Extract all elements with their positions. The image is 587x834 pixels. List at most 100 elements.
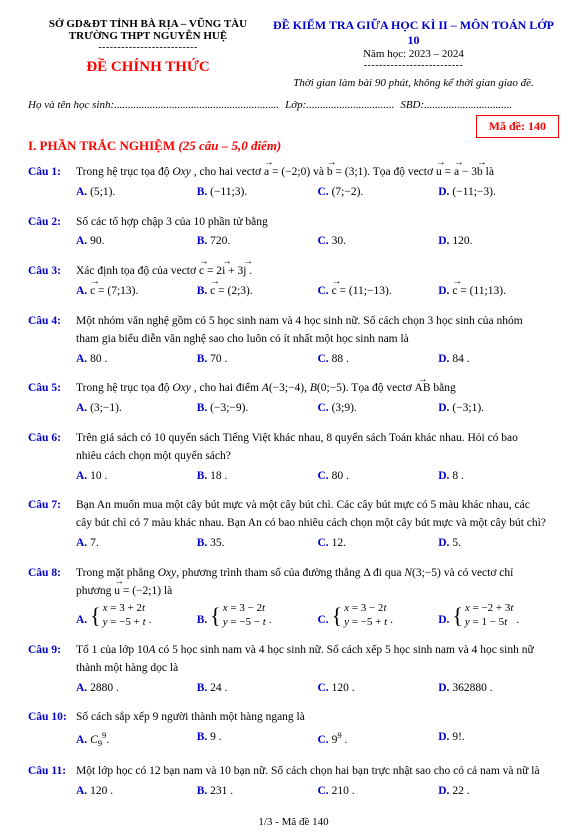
- question-text: Một nhóm văn nghệ gồm có 5 học sinh nam …: [76, 313, 546, 349]
- choice: A. 90.: [76, 233, 197, 251]
- exam-duration: Thời gian làm bài 90 phút, không kể thời…: [268, 77, 559, 89]
- question: Câu 5:Trong hệ trục tọa độ Oxy , cho hai…: [28, 380, 559, 418]
- choice: C. 120 .: [318, 680, 439, 698]
- choice: C. 99 .: [318, 729, 439, 750]
- choice: A. (5;1).: [76, 184, 197, 202]
- question-label: Câu 7:: [28, 497, 76, 515]
- question: Câu 6:Trên giá sách có 10 quyển sách Tiế…: [28, 430, 559, 485]
- question-label: Câu 10:: [28, 709, 76, 727]
- choice: D. (−11;−3).: [438, 184, 559, 202]
- choices-row: A. 2880 .B. 24 .C. 120 .D. 362880 .: [76, 680, 559, 698]
- choices-row: A. 120 .B. 231 .C. 210 .D. 22 .: [76, 783, 559, 801]
- choice: A. 120 .: [76, 783, 197, 801]
- question-text: Xác định tọa độ của vectơ c = 2i + 3j .: [76, 263, 546, 281]
- question: Câu 9:Tổ 1 của lớp 10A có 5 học sinh nam…: [28, 642, 559, 697]
- label-name: Họ và tên học sinh:: [28, 99, 114, 111]
- question-text: Tổ 1 của lớp 10A có 5 học sinh nam và 4 …: [76, 642, 546, 678]
- choice: D. 362880 .: [438, 680, 559, 698]
- choice: B. 35.: [197, 535, 318, 553]
- choice: D. 84 .: [438, 351, 559, 369]
- choice: C. c = (11;−13).: [318, 283, 439, 301]
- question: Câu 10:Số cách sắp xếp 9 người thành một…: [28, 709, 559, 750]
- page-footer: 1/3 - Mã đề 140: [0, 816, 587, 828]
- question: Câu 11:Một lớp học có 12 bạn nam và 10 b…: [28, 763, 559, 801]
- choice: D. 9!.: [438, 729, 559, 750]
- name-field: [114, 99, 279, 111]
- question-label: Câu 3:: [28, 263, 76, 281]
- choice: B. (−3;−9).: [197, 400, 318, 418]
- choices-row: A. 90.B. 720.C. 30.D. 120.: [76, 233, 559, 251]
- choices-row: A. C99.B. 9 .C. 99 .D. 9!.: [76, 729, 559, 750]
- choice: A. (3;−1).: [76, 400, 197, 418]
- choice: A. 80 .: [76, 351, 197, 369]
- header: SỞ GD&ĐT TỈNH BÀ RỊA – VŨNG TÀU TRƯỜNG T…: [28, 18, 559, 89]
- header-left-sep: --------------------------: [28, 42, 268, 53]
- choice: A. 2880 .: [76, 680, 197, 698]
- choice: D. 5.: [438, 535, 559, 553]
- choice: C. {x = 3 − 2ty = −5 + t .: [318, 602, 439, 630]
- question: Câu 8:Trong mặt phẳng Oxy, phương trình …: [28, 565, 559, 630]
- choice: D. (−3;1).: [438, 400, 559, 418]
- choice: D. {x = −2 + 3ty = 1 − 5t .: [438, 602, 559, 630]
- choice: C. 210 .: [318, 783, 439, 801]
- question-text: Trong hệ trục tọa độ Oxy , cho hai vectơ…: [76, 164, 546, 182]
- header-right: ĐỀ KIỂM TRA GIỮA HỌC KÌ II – MÔN TOÁN LỚ…: [268, 18, 559, 89]
- choice: A. c = (7;13).: [76, 283, 197, 301]
- choice: D. c = (11;13).: [438, 283, 559, 301]
- choice: B. 18 .: [197, 468, 318, 486]
- choices-row: A. (5;1).B. (−11;3).C. (7;−2).D. (−11;−3…: [76, 184, 559, 202]
- section-part: I. PHẦN TRẮC NGHIỆM: [28, 138, 175, 153]
- question-text: Trên giá sách có 10 quyển sách Tiếng Việ…: [76, 430, 546, 466]
- question-label: Câu 2:: [28, 214, 76, 232]
- question: Câu 7:Bạn An muốn mua một cây bút mực và…: [28, 497, 559, 552]
- choice: D. 8 .: [438, 468, 559, 486]
- choice: B. 70 .: [197, 351, 318, 369]
- section-title: I. PHẦN TRẮC NGHIỆM (25 câu – 5,0 điểm): [28, 138, 559, 154]
- choice: B. 231 .: [197, 783, 318, 801]
- question-label: Câu 11:: [28, 763, 76, 781]
- choice: B. 9 .: [197, 729, 318, 750]
- choice: B. {x = 3 − 2ty = −5 − t .: [197, 602, 318, 630]
- org-line2: TRƯỜNG THPT NGUYỄN HUỆ: [28, 30, 268, 42]
- student-info-row: Họ và tên học sinh: Lớp: SBD:: [28, 99, 559, 111]
- exam-year: Năm học: 2023 – 2024: [268, 48, 559, 60]
- choice: B. 24 .: [197, 680, 318, 698]
- question: Câu 1:Trong hệ trục tọa độ Oxy , cho hai…: [28, 164, 559, 202]
- choice: C. (7;−2).: [318, 184, 439, 202]
- header-right-sep: --------------------------: [268, 60, 559, 71]
- questions-container: Câu 1:Trong hệ trục tọa độ Oxy , cho hai…: [28, 164, 559, 800]
- choice: B. (−11;3).: [197, 184, 318, 202]
- choices-row: A. 80 .B. 70 .C. 88 .D. 84 .: [76, 351, 559, 369]
- choice: A. 10 .: [76, 468, 197, 486]
- choice: C. 88 .: [318, 351, 439, 369]
- choice: A. C99.: [76, 729, 197, 750]
- section-sub: (25 câu – 5,0 điểm): [178, 138, 281, 153]
- question-label: Câu 8:: [28, 565, 76, 583]
- choices-row: A. (3;−1).B. (−3;−9).C. (3;9).D. (−3;1).: [76, 400, 559, 418]
- sbd-field: [424, 99, 512, 111]
- question-text: Trong mặt phẳng Oxy, phương trình tham s…: [76, 565, 546, 601]
- class-field: [306, 99, 394, 111]
- choice: A. {x = 3 + 2ty = −5 + t .: [76, 602, 197, 630]
- label-class: Lớp:: [285, 99, 306, 111]
- choice: B. 720.: [197, 233, 318, 251]
- question-text: Số các tổ hợp chập 3 của 10 phần tử bằng: [76, 214, 546, 232]
- choice: C. 30.: [318, 233, 439, 251]
- exam-title: ĐỀ KIỂM TRA GIỮA HỌC KÌ II – MÔN TOÁN LỚ…: [268, 18, 559, 48]
- question-text: Số cách sắp xếp 9 người thành một hàng n…: [76, 709, 546, 727]
- choice: D. 120.: [438, 233, 559, 251]
- question-label: Câu 6:: [28, 430, 76, 448]
- question-text: Một lớp học có 12 bạn nam và 10 bạn nữ. …: [76, 763, 546, 781]
- choice: A. 7.: [76, 535, 197, 553]
- choice: C. (3;9).: [318, 400, 439, 418]
- choice: C. 12.: [318, 535, 439, 553]
- question-text: Trong hệ trục tọa độ Oxy , cho hai điểm …: [76, 380, 546, 398]
- question-label: Câu 5:: [28, 380, 76, 398]
- org-line1: SỞ GD&ĐT TỈNH BÀ RỊA – VŨNG TÀU: [28, 18, 268, 30]
- exam-official: ĐỀ CHÍNH THỨC: [28, 59, 268, 76]
- header-left: SỞ GD&ĐT TỈNH BÀ RỊA – VŨNG TÀU TRƯỜNG T…: [28, 18, 268, 89]
- question: Câu 2:Số các tổ hợp chập 3 của 10 phần t…: [28, 214, 559, 252]
- label-sbd: SBD:: [400, 99, 424, 111]
- choices-row: A. {x = 3 + 2ty = −5 + t .B. {x = 3 − 2t…: [76, 602, 559, 630]
- choices-row: A. 10 .B. 18 .C. 80 .D. 8 .: [76, 468, 559, 486]
